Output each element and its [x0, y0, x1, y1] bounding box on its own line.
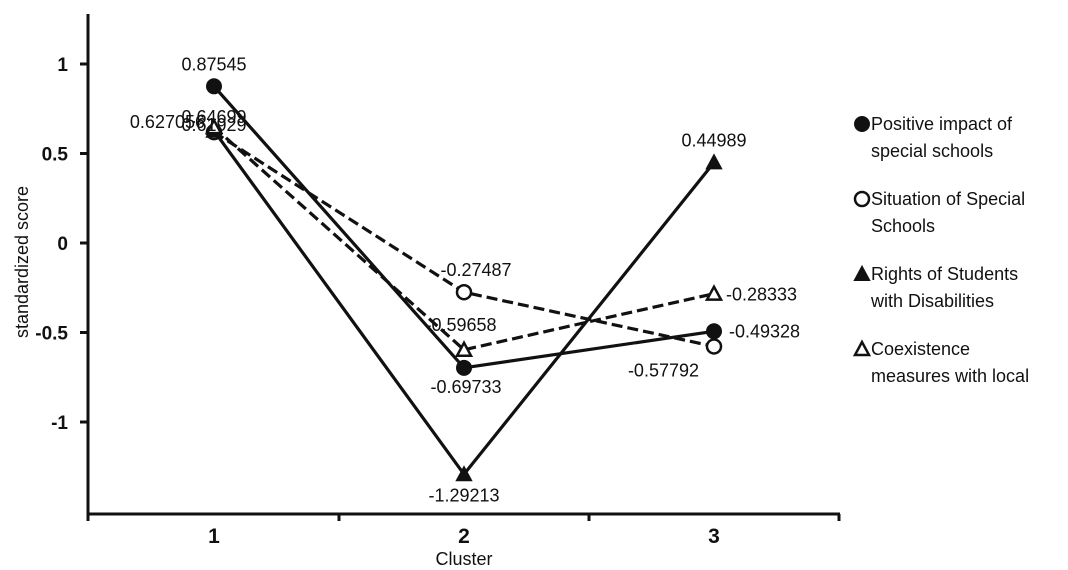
- data-label: 0.61929: [181, 115, 246, 135]
- data-labels: 0.87545 -0.69733 -0.49328 0.61929 -0.27487 -0…: [130, 54, 800, 505]
- series-layer: [204, 78, 724, 482]
- x-ticks: 1 2 3: [86, 514, 841, 548]
- series-line: [212, 129, 716, 477]
- y-tick-label: -1: [51, 413, 68, 434]
- y-axis-title: standardized score: [12, 186, 32, 338]
- data-label: 0.627056: [130, 112, 205, 132]
- legend-label: Positive impact of: [871, 114, 1013, 134]
- data-point-marker: [204, 117, 224, 135]
- data-point-marker: [705, 338, 723, 355]
- legend-label: measures with local: [871, 366, 1029, 386]
- y-ticks: 1 0.5 0 -0.5 -1: [35, 55, 88, 434]
- x-axis-title: Cluster: [435, 549, 492, 569]
- y-tick-label: -0.5: [35, 324, 68, 345]
- data-point-marker: [455, 283, 473, 301]
- legend-marker: [853, 190, 871, 208]
- legend-marker: [852, 339, 872, 357]
- data-label: -0.59658: [425, 315, 496, 335]
- legend-item: Situation of Special Schools: [853, 189, 1025, 236]
- data-point-marker: [455, 465, 473, 482]
- legend-label: Coexistence: [871, 339, 970, 359]
- data-point-marker: [456, 359, 472, 376]
- data-point-marker: [454, 340, 474, 357]
- data-label: -1.29213: [428, 485, 499, 505]
- series-1: [206, 78, 722, 376]
- y-tick-label: 1: [57, 55, 68, 76]
- data-label: -0.28333: [726, 285, 797, 305]
- axes: [86, 14, 840, 516]
- series-4: [204, 117, 724, 357]
- series-line: [212, 125, 715, 352]
- legend-label: Schools: [871, 216, 935, 236]
- data-label: -0.57792: [628, 360, 699, 380]
- data-label: -0.69733: [430, 377, 501, 397]
- legend-item: Rights of Students with Disabilities: [853, 264, 1018, 311]
- x-tick-label: 1: [208, 525, 220, 548]
- legend-marker: [854, 116, 870, 132]
- data-point-marker: [706, 323, 722, 340]
- legend-label: Rights of Students: [871, 264, 1018, 284]
- legend-label: special schools: [871, 141, 993, 161]
- x-tick-label: 2: [458, 525, 470, 548]
- legend: Positive impact of special schools Situati…: [852, 114, 1029, 386]
- data-point-marker: [705, 153, 723, 170]
- data-label: -0.49328: [729, 321, 800, 341]
- y-tick-label: 0.5: [42, 145, 69, 166]
- data-label: 0.44989: [681, 130, 746, 150]
- data-point-marker: [206, 78, 222, 95]
- data-label: 0.87545: [181, 54, 246, 74]
- legend-label: with Disabilities: [870, 291, 994, 311]
- y-tick-label: 0: [57, 234, 68, 255]
- legend-marker: [853, 264, 871, 281]
- legend-item: Coexistence measures with local: [852, 339, 1029, 386]
- data-label: 0.64699: [181, 107, 246, 127]
- legend-item: Positive impact of special schools: [854, 114, 1013, 161]
- x-tick-label: 3: [708, 525, 720, 548]
- legend-label: Situation of Special: [871, 189, 1025, 209]
- data-label: -0.27487: [440, 260, 511, 280]
- data-point-marker: [704, 284, 724, 301]
